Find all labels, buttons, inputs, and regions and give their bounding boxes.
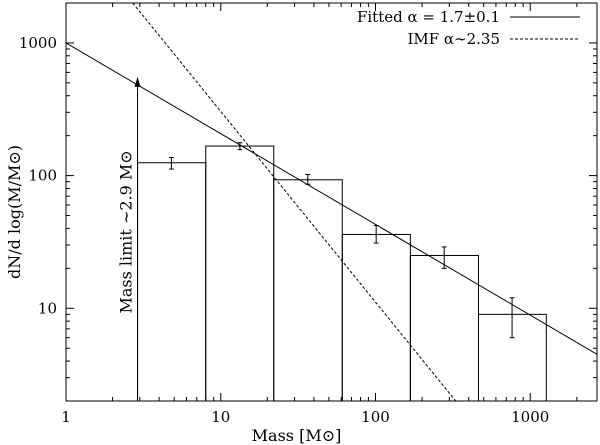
legend-label-fitted: Fitted α = 1.7±0.1: [357, 8, 500, 26]
histogram-bars: [137, 145, 547, 402]
y-tick-label: 1000: [19, 34, 57, 52]
y-axis-label: dN/d log(M/M⊙): [5, 145, 24, 279]
x-tick-label: 1: [61, 408, 71, 426]
legend: Fitted α = 1.7±0.1 IMF α∼2.35: [357, 8, 580, 48]
error-bar-1: [168, 156, 174, 170]
error-bar-3: [305, 173, 311, 185]
histogram-bar-2: [205, 145, 275, 402]
histogram-bar-1: [137, 162, 207, 402]
axis-ticks: 1 10 100 1000 10 100 1000: [19, 2, 597, 426]
data-point: [306, 178, 309, 181]
x-axis-label: Mass [M⊙]: [252, 426, 342, 445]
x-tick-label: 10: [211, 408, 230, 426]
y-tick-label: 100: [28, 167, 57, 185]
fitted-line: [66, 42, 597, 355]
mass-limit-annotation: Mass limit ∼2.9 M⊙: [117, 76, 141, 401]
legend-label-imf: IMF α∼2.35: [407, 30, 500, 48]
mass-limit-label: Mass limit ∼2.9 M⊙: [117, 150, 136, 313]
fit-lines: [66, 3, 597, 401]
plot-frame: [65, 2, 598, 402]
data-point: [170, 161, 173, 164]
x-tick-label: 1000: [511, 408, 549, 426]
data-point: [375, 233, 378, 236]
histogram-bar-4: [341, 233, 411, 402]
y-tick-label: 10: [38, 299, 57, 317]
histogram-bar-5: [409, 254, 479, 402]
imf-line: [132, 3, 457, 401]
data-point: [511, 313, 514, 316]
histogram-bar-3: [273, 179, 343, 402]
error-bar-2: [237, 142, 243, 151]
mass-limit-arrowhead: [134, 76, 141, 87]
data-point: [443, 254, 446, 257]
x-tick-label: 100: [361, 408, 390, 426]
error-bars: [168, 142, 515, 339]
